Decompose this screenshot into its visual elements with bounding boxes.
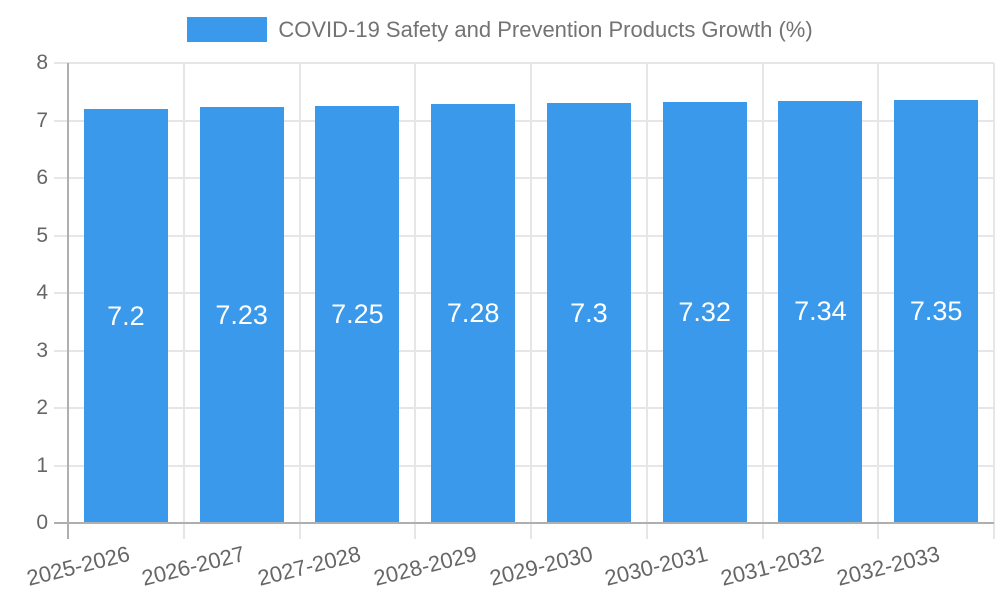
bar-value-label: 7.25 [331, 299, 384, 330]
y-axis-tick-label: 6 [36, 166, 48, 189]
y-axis-tick [54, 292, 68, 294]
legend[interactable]: COVID-19 Safety and Prevention Products … [0, 17, 1000, 42]
bar-value-label: 7.2 [107, 300, 145, 331]
x-axis-tick [877, 523, 880, 539]
bar[interactable]: 7.32 [662, 102, 747, 523]
y-axis-tick-label: 5 [36, 223, 48, 247]
y-axis-tick [54, 464, 68, 467]
bar[interactable]: 7.3 [546, 103, 631, 523]
x-gridline [67, 63, 69, 523]
y-axis-tick [54, 119, 68, 122]
bar[interactable]: 7.34 [778, 100, 863, 523]
x-axis-tick-label: 2028-2029 [371, 541, 480, 591]
bar-value-label: 7.32 [678, 297, 731, 328]
bar-value-label: 7.34 [794, 296, 847, 327]
y-axis-tick-label: 7 [36, 108, 48, 132]
y-axis-tick-label: 4 [36, 281, 48, 304]
legend-swatch [187, 17, 268, 42]
x-axis-tick [530, 523, 532, 539]
x-axis-tick [298, 523, 301, 539]
legend-label: COVID-19 Safety and Prevention Products … [278, 17, 813, 42]
x-axis-tick [67, 523, 69, 539]
y-axis-tick [54, 177, 68, 179]
y-axis-tick [54, 234, 68, 237]
y-axis-tick-label: 1 [36, 453, 48, 477]
x-axis-tick [414, 523, 417, 539]
x-axis-line [68, 522, 994, 524]
bar-value-label: 7.23 [215, 299, 268, 330]
x-axis-tick-label: 2032-2033 [834, 541, 943, 591]
x-axis-tick [645, 523, 648, 539]
bar[interactable]: 7.28 [431, 104, 516, 523]
x-gridline [298, 63, 301, 523]
bar-value-label: 7.35 [909, 296, 963, 327]
x-axis-tick-label: 2027-2028 [255, 541, 364, 591]
x-axis-tick [761, 523, 764, 539]
x-axis-tick-label: 2029-2030 [486, 541, 595, 591]
bar[interactable]: 7.35 [894, 100, 979, 523]
x-axis-tick-label: 2030-2031 [602, 541, 711, 591]
bar[interactable]: 7.25 [315, 106, 400, 523]
y-axis-tick [54, 62, 68, 64]
y-axis-tick [54, 522, 68, 524]
y-axis-tick-label: 8 [36, 51, 48, 74]
x-axis-tick-label: 2025-2026 [23, 541, 132, 591]
x-gridline [414, 63, 417, 523]
x-gridline [877, 63, 880, 523]
y-axis-tick [54, 407, 68, 409]
x-gridline [993, 63, 995, 523]
x-axis-tick-label: 2031-2032 [718, 541, 827, 591]
bar-value-label: 7.28 [446, 298, 500, 329]
x-axis-tick [993, 523, 995, 539]
x-gridline [530, 63, 532, 523]
x-axis-tick [182, 523, 185, 539]
y-axis-tick [54, 349, 68, 352]
x-gridline [761, 63, 764, 523]
bar[interactable]: 7.2 [83, 109, 168, 523]
y-axis-tick-label: 3 [36, 338, 48, 362]
y-axis-tick-label: 2 [36, 396, 48, 419]
bar-value-label: 7.3 [570, 297, 608, 328]
bar[interactable]: 7.23 [199, 107, 284, 523]
x-gridline [645, 63, 648, 523]
y-axis-tick-label: 0 [36, 511, 48, 534]
x-axis-tick-label: 2026-2027 [139, 541, 248, 591]
x-gridline [182, 63, 185, 523]
